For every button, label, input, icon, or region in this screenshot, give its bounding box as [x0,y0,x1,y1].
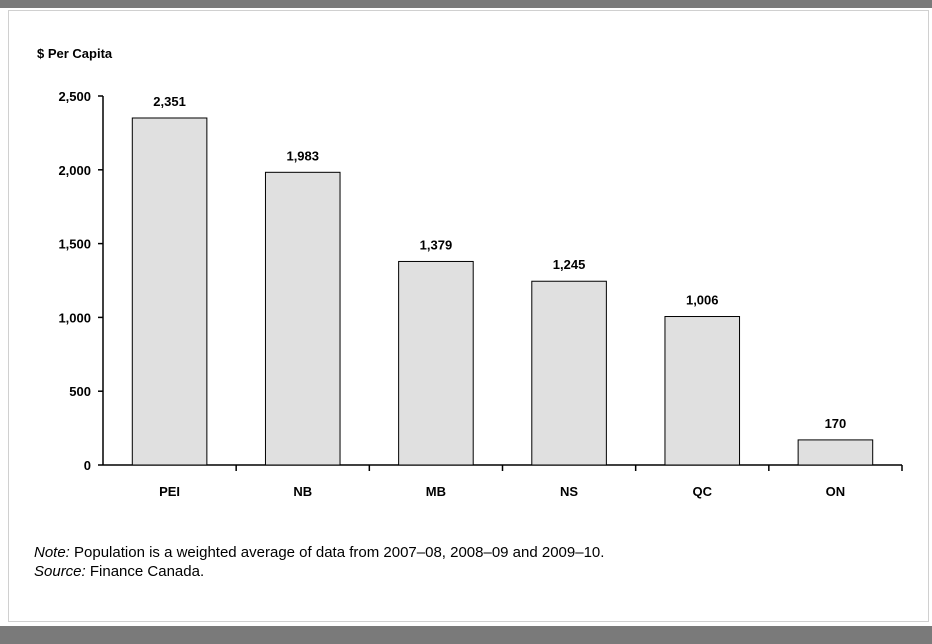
data-label: 1,983 [286,148,319,163]
y-tick-label: 2,500 [58,89,91,104]
x-tick-label: NS [560,484,578,499]
bar-ns [532,281,607,465]
bar-chart: $ Per Capita 0 500 1,000 1,500 2,000 2,500 PE… [0,0,932,540]
bottom-band [0,626,932,644]
note-line: Note: Population is a weighted average o… [34,543,914,562]
data-label: 1,245 [553,257,586,272]
y-tick-label: 1,500 [58,237,91,252]
source-line: Source: Finance Canada. [34,562,914,581]
bar-qc [665,317,740,465]
y-tick-label: 500 [69,384,91,399]
data-label: 1,379 [420,237,453,252]
bars: 2,351 1,983 1,379 1,245 1,006 170 [132,94,872,465]
data-label: 1,006 [686,293,719,308]
x-axis: PEI NB MB NS QC ON [103,465,902,499]
bar-nb [265,172,340,465]
source-label: Source: [34,563,86,580]
source-text: Finance Canada. [86,563,204,580]
y-tick-label: 0 [84,458,91,473]
chart-notes: Note: Population is a weighted average o… [34,543,914,581]
bar-pei [132,118,207,465]
data-label: 170 [825,416,847,431]
bar-mb [399,261,474,465]
x-tick-label: QC [693,484,713,499]
x-tick-label: MB [426,484,446,499]
x-tick-label: ON [826,484,846,499]
x-tick-label: PEI [159,484,180,499]
data-label: 2,351 [153,94,186,109]
y-axis-title: $ Per Capita [37,46,113,61]
bar-on [798,440,873,465]
y-tick-label: 2,000 [58,163,91,178]
note-text: Population is a weighted average of data… [70,544,605,561]
y-axis: 0 500 1,000 1,500 2,000 2,500 [58,89,103,473]
y-tick-label: 1,000 [58,310,91,325]
note-label: Note: [34,544,70,561]
x-tick-label: NB [293,484,312,499]
